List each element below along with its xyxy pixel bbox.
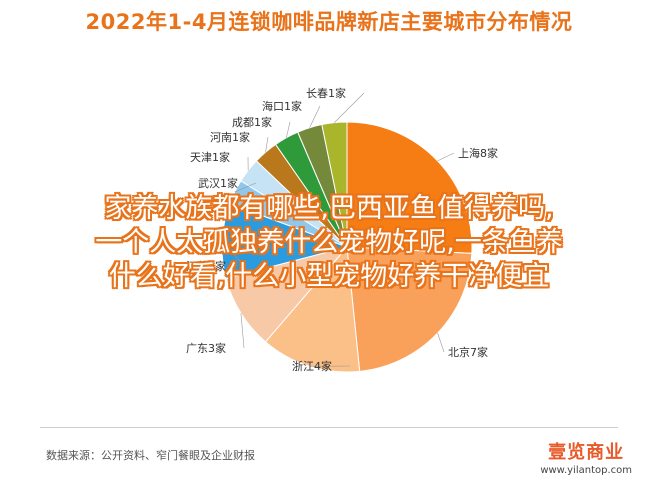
slice-label: 江苏3家 <box>186 259 226 273</box>
brand-name: 壹览商业 <box>548 442 625 463</box>
leader-line <box>234 182 257 193</box>
leader-line <box>334 92 365 123</box>
slice-label: 广东3家 <box>186 341 226 355</box>
data-source: 数据来源：公开资料、窄门餐眼及企业财报 <box>46 449 255 462</box>
leader-lines <box>221 92 455 367</box>
leader-line <box>265 136 269 153</box>
brand-url: www.yilantop.com <box>540 465 632 476</box>
chart-title: 2022年1-4月连锁咖啡品牌新店主要城市分布情况 <box>85 10 573 34</box>
slice-label: 上海8家 <box>458 146 498 160</box>
leader-line <box>221 240 245 267</box>
slice-label: 成都1家 <box>232 115 272 129</box>
overlay-text: 家养水族都有哪些,巴西亚鱼值得养吗, 一个人太孤独养什么宠物好呢,一条鱼养 什么… <box>0 192 658 294</box>
overlay-line: 一个人太孤独养什么宠物好呢,一条鱼养 <box>95 227 563 258</box>
pie-slices <box>221 121 473 373</box>
leader-line <box>437 333 445 353</box>
slice-label: 海口1家 <box>262 99 302 113</box>
leader-line <box>437 152 455 162</box>
overlay-line: 家养水族都有哪些,巴西亚鱼值得养吗, <box>104 193 554 224</box>
leader-line <box>286 121 291 138</box>
slice-label: 天津1家 <box>190 150 230 164</box>
slice-label: 浙江4家 <box>292 359 332 373</box>
leader-line <box>309 105 321 128</box>
leader-line <box>240 313 245 349</box>
slice-label: 武汉1家 <box>198 176 238 190</box>
footer-divider <box>40 427 618 428</box>
brand-logo: 壹览商业 www.yilantop.com <box>540 438 632 476</box>
slice-label: 北京7家 <box>448 345 488 359</box>
slice-label: 长春1家 <box>306 86 346 100</box>
overlay-line: 什么好看,什么小型宠物好养干净便宜 <box>108 261 550 292</box>
slice-label: 河南1家 <box>210 130 250 144</box>
